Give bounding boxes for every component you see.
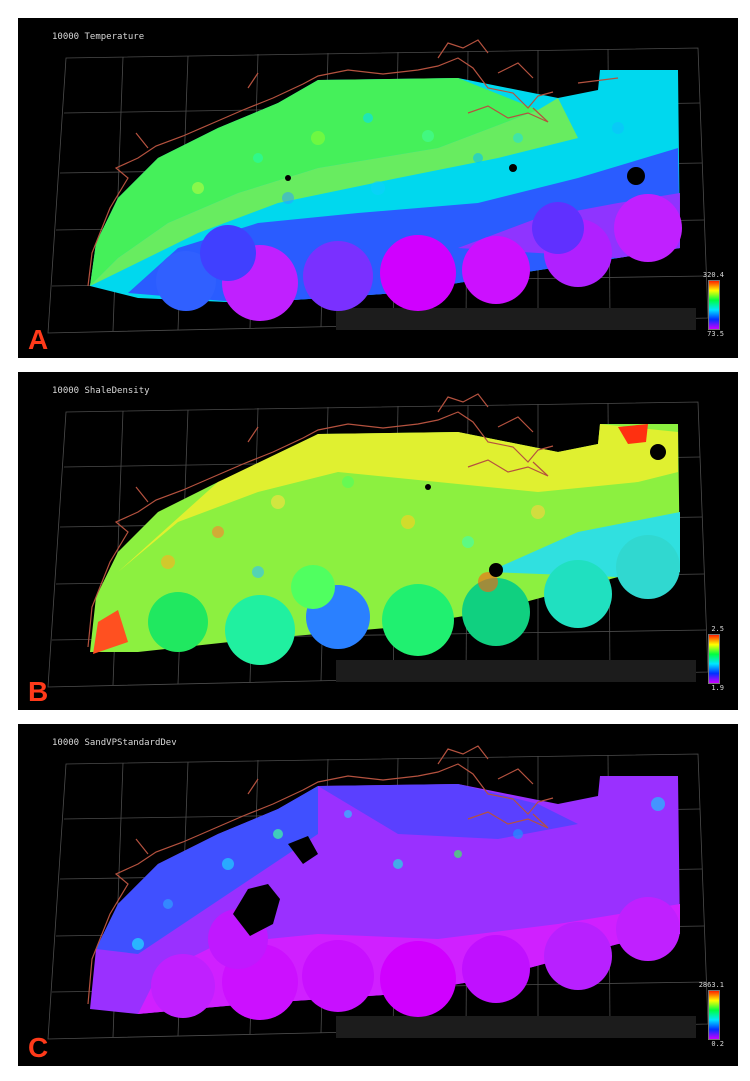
panel-title: 10000 ShaleDensity [52, 386, 150, 396]
density-field [90, 424, 680, 654]
data-voids [425, 444, 666, 577]
panel-title: 10000 Temperature [52, 32, 145, 42]
map-panel-c: 10000 SandVPStandardDev 2863.1 0.2 C [18, 724, 738, 1066]
speckle-pattern [161, 476, 545, 592]
map-panel-b: 10000 ShaleDensity 2.5 1.9 B [18, 372, 738, 710]
panel-title: 10000 SandVPStandardDev [52, 738, 177, 748]
colorbar-legend [708, 634, 720, 684]
coastline-overlay [87, 39, 619, 287]
data-voids [233, 836, 318, 936]
temperature-circles [156, 194, 682, 321]
colorbar-max-label: 2.5 [711, 625, 724, 633]
colorbar-min-label: 0.2 [711, 1040, 724, 1048]
colorbar-min-label: 1.9 [711, 684, 724, 692]
map-canvas-c [47, 745, 709, 1040]
colorbar-min-label: 73.5 [707, 330, 724, 338]
coastline-overlay [87, 745, 554, 1005]
map-canvas-a [47, 39, 709, 334]
colorbar-legend [708, 280, 720, 330]
speckle-pattern [192, 113, 624, 204]
coastline-overlay [87, 393, 554, 648]
colorbar-max-label: 320.4 [702, 271, 724, 279]
speckle-pattern [132, 797, 665, 950]
map-panel-a: 10000 Temperature 320.4 73.5 A [18, 18, 738, 358]
panel-letter: C [28, 1032, 49, 1063]
panel-letter: A [28, 324, 49, 355]
colorbar-max-label: 2863.1 [698, 981, 724, 989]
density-circles [148, 535, 680, 665]
map-canvas-b [47, 393, 709, 688]
data-voids [285, 164, 645, 185]
colorbar-legend [708, 990, 720, 1040]
panel-letter: B [28, 676, 49, 707]
